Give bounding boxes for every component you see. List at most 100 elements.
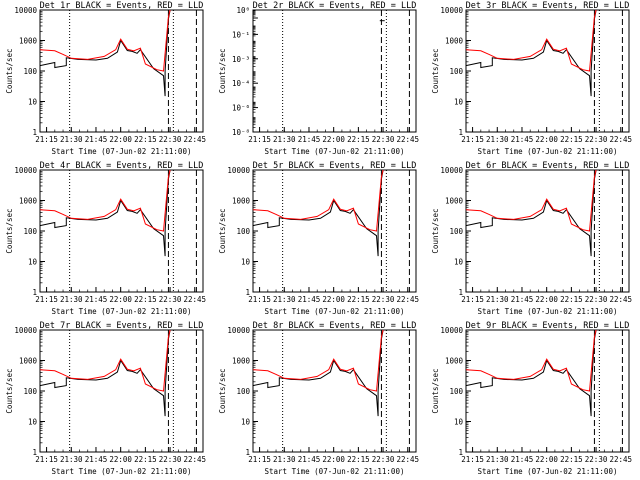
lld-series-line	[465, 9, 597, 72]
y-tick-label: 100	[449, 387, 463, 396]
x-axis-label: Start Time (07-Jun-02 21:11:00)	[265, 147, 405, 156]
y-tick-label: 1000	[232, 197, 251, 206]
lld-series-line	[39, 169, 171, 232]
x-tick-label: 21:45	[298, 295, 321, 304]
panel-title: Det 5r BLACK = Events, RED = LLD	[253, 161, 417, 171]
x-tick-label: 22:30	[159, 295, 182, 304]
plot-frame	[465, 169, 630, 293]
detector-panel-7: Det 7r BLACK = Events, RED = LLD 1 10 100 10…	[5, 321, 206, 476]
x-tick-label: 21:15	[248, 455, 271, 464]
events-series-line	[39, 329, 171, 417]
x-tick-label: 21:45	[511, 295, 534, 304]
lld-series-line	[252, 329, 384, 392]
x-tick-label: 22:00	[322, 455, 345, 464]
x-tick-label: 21:15	[35, 135, 58, 144]
y-tick-label: 10	[241, 258, 251, 267]
y-tick-label: 1	[458, 128, 463, 137]
x-tick-label: 22:15	[134, 295, 157, 304]
x-tick-label: 22:30	[372, 455, 395, 464]
y-tick-label: 1000	[232, 357, 251, 366]
x-tick-label: 21:30	[60, 295, 83, 304]
x-tick-label: 22:30	[159, 455, 182, 464]
x-tick-label: 22:00	[322, 135, 345, 144]
y-axis-label: Counts/sec	[431, 208, 440, 253]
y-tick-label: 10	[28, 258, 38, 267]
events-series-line	[465, 329, 597, 417]
x-axis-label: Start Time (07-Jun-02 21:11:00)	[52, 147, 192, 156]
events-series-line	[252, 329, 384, 417]
x-tick-label: 22:00	[109, 135, 132, 144]
x-tick-label: 21:45	[298, 455, 321, 464]
y-tick-label: 1	[458, 448, 463, 457]
detector-panel-5: Det 5r BLACK = Events, RED = LLD 1 10 100 10…	[218, 161, 419, 316]
x-tick-label: 22:00	[535, 455, 558, 464]
x-axis-label: Start Time (07-Jun-02 21:11:00)	[265, 307, 405, 316]
x-tick-label: 22:45	[183, 135, 206, 144]
x-tick-label: 21:45	[85, 455, 108, 464]
plot-frame	[39, 169, 204, 293]
y-axis-label: Counts/sec	[218, 208, 227, 253]
y-axis-label: Counts/sec	[5, 208, 14, 253]
x-tick-label: 21:30	[486, 135, 509, 144]
x-tick-label: 22:45	[609, 135, 632, 144]
x-tick-label: 22:15	[347, 455, 370, 464]
events-series-line	[39, 9, 171, 97]
x-tick-label: 22:00	[322, 295, 345, 304]
y-tick-label: 1000	[19, 37, 38, 46]
y-tick-label: 10⁻³	[232, 55, 250, 64]
x-tick-label: 22:45	[396, 135, 419, 144]
x-tick-label: 21:45	[85, 295, 108, 304]
x-tick-label: 22:00	[535, 135, 558, 144]
panel-title: Det 2r BLACK = Events, RED = LLD	[253, 1, 417, 11]
y-tick-label: 1	[32, 288, 37, 297]
y-tick-label: 1	[458, 288, 463, 297]
y-tick-label: 100	[236, 227, 250, 236]
y-tick-label: 10000	[14, 326, 37, 335]
x-tick-label: 21:30	[60, 135, 83, 144]
y-tick-label: 10⁻¹	[232, 30, 250, 39]
x-tick-label: 22:30	[372, 135, 395, 144]
x-tick-label: 22:30	[372, 295, 395, 304]
y-tick-label: 10⁻⁸	[232, 128, 250, 137]
y-tick-label: 100	[236, 387, 250, 396]
y-axis-label: Counts/sec	[218, 48, 227, 93]
y-tick-label: 10⁻⁴	[232, 79, 250, 88]
y-tick-label: 10	[454, 418, 464, 427]
y-tick-label: 10000	[227, 326, 250, 335]
events-series-line	[465, 169, 597, 257]
detector-panel-8: Det 8r BLACK = Events, RED = LLD 1 10 100 10…	[218, 321, 419, 476]
x-tick-label: 21:15	[248, 295, 271, 304]
y-tick-label: 10000	[440, 6, 463, 15]
plot-frame	[39, 329, 204, 453]
y-tick-label: 10000	[227, 166, 250, 175]
y-axis-label: Counts/sec	[431, 368, 440, 413]
detector-panel-3: Det 3r BLACK = Events, RED = LLD 1 10 100 10…	[431, 1, 632, 156]
y-axis-label: Counts/sec	[5, 368, 14, 413]
x-tick-label: 22:15	[134, 135, 157, 144]
x-tick-label: 21:30	[273, 295, 296, 304]
panel-title: Det 3r BLACK = Events, RED = LLD	[466, 1, 630, 11]
x-tick-label: 22:45	[609, 455, 632, 464]
x-axis-label: Start Time (07-Jun-02 21:11:00)	[52, 307, 192, 316]
y-tick-label: 1	[32, 448, 37, 457]
y-tick-label: 1	[32, 128, 37, 137]
x-tick-label: 21:15	[35, 295, 58, 304]
x-tick-label: 21:15	[461, 295, 484, 304]
x-axis-label: Start Time (07-Jun-02 21:11:00)	[478, 467, 618, 476]
y-tick-label: 1	[245, 288, 250, 297]
x-axis-label: Start Time (07-Jun-02 21:11:00)	[478, 147, 618, 156]
y-axis-label: Counts/sec	[5, 48, 14, 93]
y-tick-label: 100	[23, 67, 37, 76]
x-tick-label: 21:30	[60, 455, 83, 464]
x-tick-label: 22:30	[585, 135, 608, 144]
x-tick-label: 21:15	[461, 135, 484, 144]
y-tick-label: 1	[245, 448, 250, 457]
y-tick-label: 10⁻⁶	[232, 104, 250, 113]
y-tick-label: 1000	[19, 197, 38, 206]
panel-title: Det 1r BLACK = Events, RED = LLD	[40, 1, 204, 11]
x-tick-label: 22:00	[109, 455, 132, 464]
x-tick-label: 22:00	[535, 295, 558, 304]
x-tick-label: 22:30	[585, 455, 608, 464]
y-tick-label: 100	[449, 67, 463, 76]
